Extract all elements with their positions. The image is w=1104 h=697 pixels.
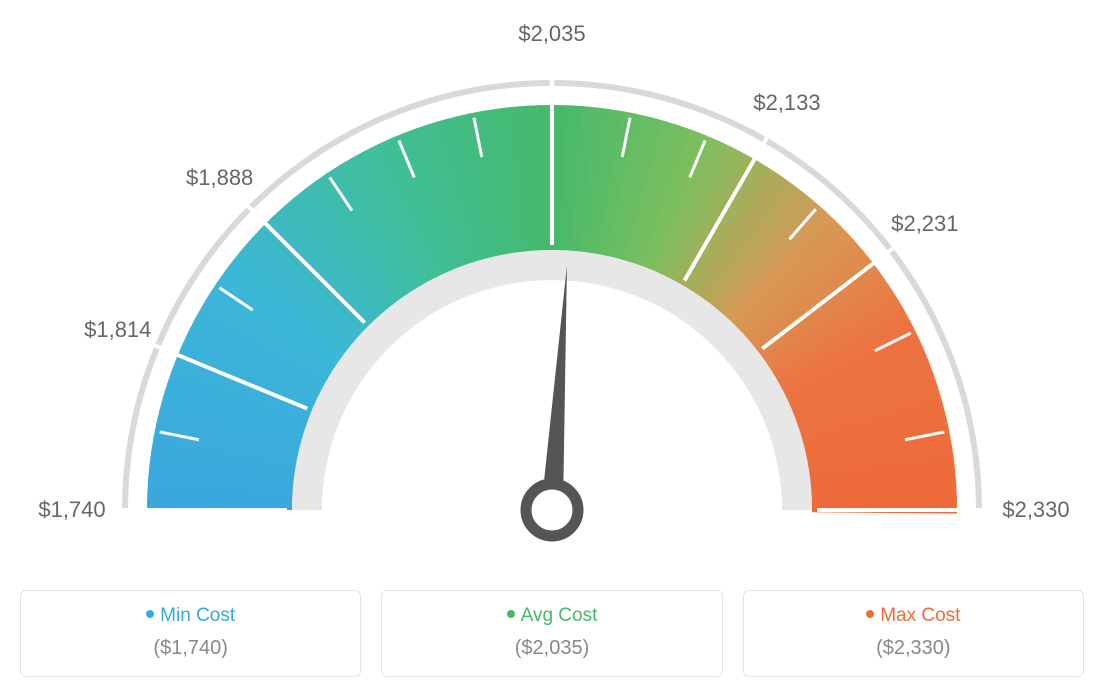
gauge-tick-label: $1,888: [186, 165, 253, 191]
legend-value: ($1,740): [31, 637, 350, 660]
legend-value: ($2,035): [392, 637, 711, 660]
legend-dot-icon: [866, 610, 874, 618]
legend-title-text: Avg Cost: [521, 605, 598, 626]
gauge-tick-label: $2,231: [891, 211, 958, 237]
gauge-area: $1,740 $1,814 $1,888 $2,035 $2,133 $2,231 $2,3…: [20, 20, 1084, 580]
legend-card-max: Max Cost ($2,330): [743, 590, 1084, 677]
legend-title-text: Max Cost: [880, 605, 960, 626]
legend-title: Max Cost: [754, 605, 1073, 627]
legend-card-min: Min Cost ($1,740): [20, 590, 361, 677]
legend-title-text: Min Cost: [160, 605, 235, 626]
legend-dot-icon: [146, 610, 154, 618]
gauge-tick-label: $2,330: [1002, 497, 1069, 523]
legend-card-avg: Avg Cost ($2,035): [381, 590, 722, 677]
legend-value: ($2,330): [754, 637, 1073, 660]
gauge-tick-label: $2,035: [518, 21, 585, 47]
legend-title: Min Cost: [31, 605, 350, 627]
legend-dot-icon: [507, 610, 515, 618]
gauge-tick-label: $2,133: [753, 90, 820, 116]
gauge-svg: [20, 20, 1084, 580]
legend-title: Avg Cost: [392, 605, 711, 627]
gauge-needle: [541, 265, 567, 510]
gauge-tick-label: $1,740: [38, 497, 105, 523]
legend-row: Min Cost ($1,740) Avg Cost ($2,035) Max Cost…: [20, 590, 1084, 677]
cost-gauge-chart: $1,740 $1,814 $1,888 $2,035 $2,133 $2,231 $2,3…: [20, 20, 1084, 677]
gauge-tick-label: $1,814: [84, 317, 151, 343]
